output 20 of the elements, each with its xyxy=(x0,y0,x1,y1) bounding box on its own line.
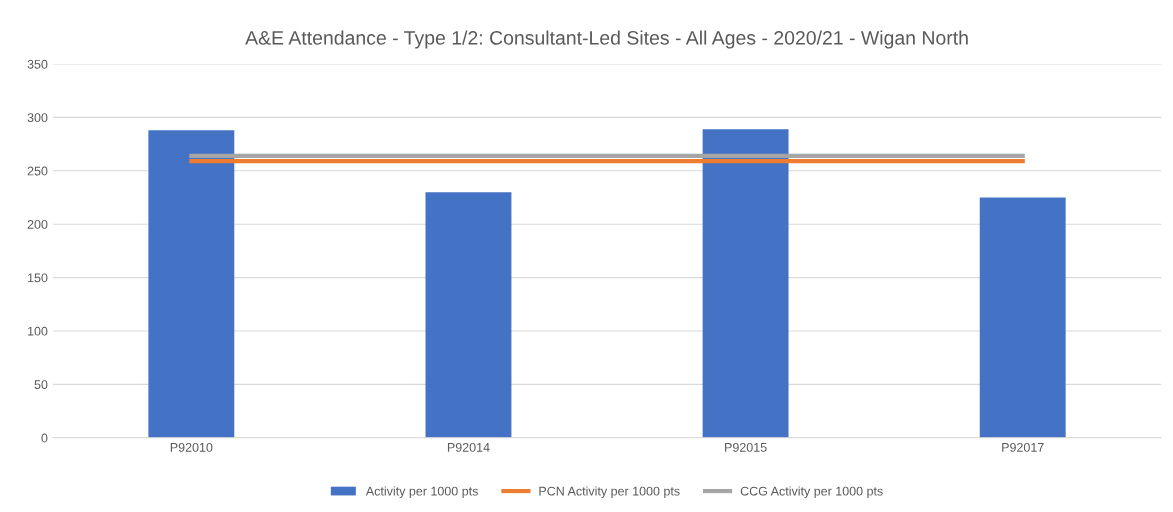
y-tick-label: 100 xyxy=(28,326,48,336)
y-tick-label: 300 xyxy=(27,113,48,123)
y-tick-label: 0 xyxy=(41,433,48,443)
legend-label: CCG Activity per 1000 pts xyxy=(740,486,883,499)
legend-label: Activity per 1000 pts xyxy=(365,486,478,499)
y-tick-label: 350 xyxy=(27,59,48,69)
legend-label: PCN Activity per 1000 pts xyxy=(539,486,680,499)
y-tick-label: 250 xyxy=(27,166,48,176)
y-tick-label: 50 xyxy=(34,380,48,390)
y-tick-label: 150 xyxy=(28,273,48,283)
x-tick-label: P92017 xyxy=(1002,442,1044,452)
bar xyxy=(979,197,1066,438)
bar xyxy=(702,129,789,438)
x-tick-label: P92015 xyxy=(725,442,767,452)
x-tick-label: P92010 xyxy=(170,442,213,452)
y-tick-label: 200 xyxy=(27,219,48,229)
bar xyxy=(425,192,512,438)
bar xyxy=(148,130,235,438)
x-tick-label: P92014 xyxy=(447,442,490,452)
chart-title: A&E Attendance - Type 1/2: Consultant-Led Sites - All Ages - 2020/21 - Wigan North xyxy=(245,30,968,49)
